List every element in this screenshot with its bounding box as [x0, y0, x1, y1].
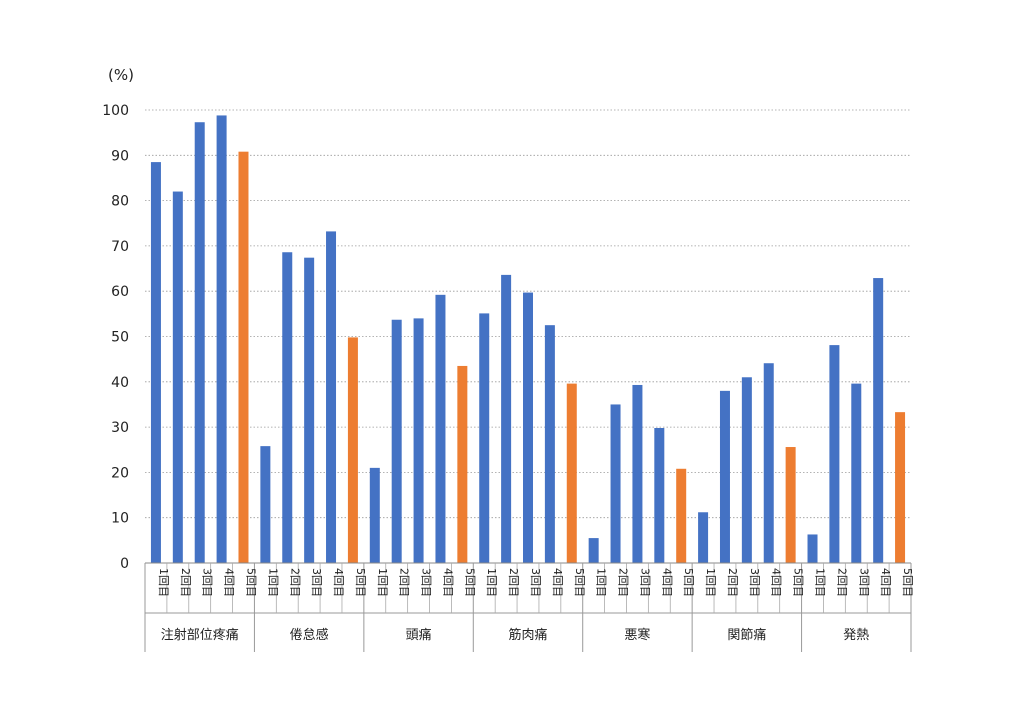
- bar-label: 3回目: [638, 568, 651, 597]
- bar: [194, 122, 205, 563]
- bar-label: 4回目: [770, 568, 783, 597]
- bar-label: 2回目: [179, 568, 192, 597]
- y-tick-label: 30: [111, 420, 129, 436]
- bar: [873, 278, 884, 563]
- category-label: 筋肉痛: [508, 627, 547, 643]
- bar: [304, 257, 315, 563]
- bar-label: 3回目: [310, 568, 323, 597]
- bar-label: 2回目: [398, 568, 411, 597]
- bar: [216, 115, 227, 563]
- bar-label: 3回目: [201, 568, 214, 597]
- bar-label: 5回目: [573, 568, 586, 597]
- bars: [150, 115, 906, 564]
- bar-label: 2回目: [835, 568, 848, 597]
- bar: [413, 318, 424, 563]
- bar: [150, 162, 161, 563]
- y-tick-label: 70: [111, 239, 129, 255]
- bar-label: 5回目: [901, 568, 914, 597]
- bar: [391, 319, 402, 563]
- bar-label: 4回目: [223, 568, 236, 597]
- bar: [172, 191, 183, 564]
- bar: [654, 428, 665, 563]
- bar: [369, 467, 380, 563]
- y-tick-label: 50: [111, 330, 129, 346]
- bar: [676, 468, 687, 563]
- bar-label: 4回目: [879, 568, 892, 597]
- bar: [851, 383, 862, 563]
- bar-label: 4回目: [332, 568, 345, 597]
- bar-label: 2回目: [288, 568, 301, 597]
- bar: [457, 365, 468, 563]
- bar: [238, 151, 249, 563]
- bar: [895, 412, 906, 563]
- y-tick-label: 0: [120, 556, 129, 572]
- bar: [479, 313, 490, 563]
- bar-label: 3回目: [529, 568, 542, 597]
- bar-label: 4回目: [660, 568, 673, 597]
- bar: [282, 252, 293, 563]
- y-tick-label: 90: [111, 148, 129, 164]
- y-tick-label: 10: [111, 511, 129, 527]
- bar-label: 5回目: [463, 568, 476, 597]
- bar-label: 5回目: [354, 568, 367, 597]
- bar-label: 4回目: [441, 568, 454, 597]
- category-label: 発熱: [843, 628, 869, 643]
- bar: [588, 538, 599, 563]
- bar-label: 1回目: [485, 568, 498, 597]
- y-axis-ticks: 0 10 20 30 40 50 60 70 80 90 100: [102, 103, 129, 572]
- bar: [544, 325, 555, 563]
- bar: [807, 534, 818, 563]
- bar: [326, 231, 337, 564]
- bar-label: 2回目: [726, 568, 739, 597]
- y-tick-label: 80: [111, 194, 129, 210]
- category-label: 注射部位疼痛: [161, 627, 239, 643]
- bar-label: 1回目: [704, 568, 717, 597]
- category-label: 悪寒: [624, 627, 650, 643]
- bar: [785, 447, 796, 563]
- y-tick-label: 100: [102, 103, 129, 119]
- bar: [719, 390, 730, 563]
- bar-label: 5回目: [792, 568, 805, 597]
- category-label: 関節痛: [727, 627, 766, 643]
- category-label: 倦怠感: [290, 627, 329, 643]
- y-axis-unit-label: (%): [108, 66, 134, 84]
- bar: [260, 446, 271, 563]
- bar: [435, 294, 446, 563]
- bar-label: 5回目: [244, 568, 257, 597]
- bar-label: 2回目: [507, 568, 520, 597]
- bar-label: 1回目: [814, 568, 827, 597]
- bar-label: 3回目: [857, 568, 870, 597]
- bar-label: 2回目: [617, 568, 630, 597]
- y-tick-label: 40: [111, 375, 129, 391]
- bar-label: 5回目: [682, 568, 695, 597]
- bar-label: 3回目: [420, 568, 433, 597]
- bar: [501, 274, 512, 563]
- bar-label: 1回目: [595, 568, 608, 597]
- bar: [741, 377, 752, 563]
- bar-label: 4回目: [551, 568, 564, 597]
- bar-label: 3回目: [748, 568, 761, 597]
- bar: [347, 337, 358, 563]
- bar: [632, 384, 643, 563]
- bar-label: 1回目: [157, 568, 170, 597]
- y-tick-label: 20: [111, 465, 129, 481]
- bar-label: 1回目: [376, 568, 389, 597]
- bar: [566, 383, 577, 563]
- y-tick-label: 60: [111, 284, 129, 300]
- bar: [763, 363, 774, 563]
- bar: [523, 292, 533, 563]
- category-label: 頭痛: [406, 627, 432, 643]
- bar: [698, 512, 709, 563]
- bar: [610, 404, 621, 563]
- bar-label: 1回目: [266, 568, 279, 597]
- bar: [829, 345, 840, 563]
